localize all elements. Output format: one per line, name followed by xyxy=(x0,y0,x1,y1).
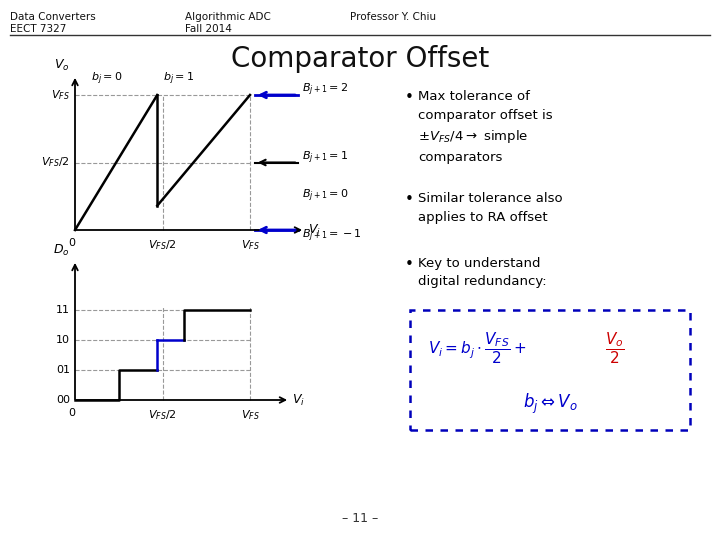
Text: $b_j \Leftrightarrow V_o$: $b_j \Leftrightarrow V_o$ xyxy=(523,392,577,416)
Text: $V_{FS}/2$: $V_{FS}/2$ xyxy=(41,156,70,170)
Text: $B_{j+1}=2$: $B_{j+1}=2$ xyxy=(302,82,348,98)
Text: Comparator Offset: Comparator Offset xyxy=(231,45,489,73)
Text: Professor Y. Chiu: Professor Y. Chiu xyxy=(350,12,436,22)
Text: •: • xyxy=(405,90,414,105)
Text: $V_i = b_j \cdot \dfrac{V_{FS}}{2} + $: $V_i = b_j \cdot \dfrac{V_{FS}}{2} + $ xyxy=(428,330,526,366)
Text: 0: 0 xyxy=(68,408,76,418)
Text: Algorithmic ADC
Fall 2014: Algorithmic ADC Fall 2014 xyxy=(185,12,271,33)
Text: $B_{j+1}=-1$: $B_{j+1}=-1$ xyxy=(302,228,362,244)
Text: $\dfrac{V_o}{2}$: $\dfrac{V_o}{2}$ xyxy=(605,330,624,366)
Text: $V_{FS}$: $V_{FS}$ xyxy=(240,408,259,422)
Text: 10: 10 xyxy=(56,335,70,345)
Text: $V_i$: $V_i$ xyxy=(292,393,305,408)
Text: Similar tolerance also
applies to RA offset: Similar tolerance also applies to RA off… xyxy=(418,192,562,224)
Text: 01: 01 xyxy=(56,365,70,375)
Text: 11: 11 xyxy=(56,305,70,315)
Text: •: • xyxy=(405,192,414,207)
Text: $V_{FS}$: $V_{FS}$ xyxy=(51,88,70,102)
Text: Max tolerance of
comparator offset is
$\pm V_{FS}/4 \rightarrow$ simple
comparat: Max tolerance of comparator offset is $\… xyxy=(418,90,553,164)
Text: $b_j=0$: $b_j=0$ xyxy=(91,71,122,87)
Text: Data Converters
EECT 7327: Data Converters EECT 7327 xyxy=(10,12,96,33)
Text: $V_{FS}$: $V_{FS}$ xyxy=(240,238,259,252)
Text: $V_{FS}/2$: $V_{FS}/2$ xyxy=(148,238,177,252)
Text: $V_i$: $V_i$ xyxy=(308,222,321,238)
Text: 00: 00 xyxy=(56,395,70,405)
Text: $V_{FS}/2$: $V_{FS}/2$ xyxy=(148,408,177,422)
Text: $D_o$: $D_o$ xyxy=(53,243,70,258)
Text: $V_o$: $V_o$ xyxy=(55,58,70,73)
Text: $b_j=1$: $b_j=1$ xyxy=(163,71,194,87)
Text: 0: 0 xyxy=(68,238,76,248)
Text: $B_{j+1}=0$: $B_{j+1}=0$ xyxy=(302,188,348,205)
Text: Key to understand
digital redundancy:: Key to understand digital redundancy: xyxy=(418,257,546,288)
FancyBboxPatch shape xyxy=(410,310,690,430)
Text: – 11 –: – 11 – xyxy=(342,512,378,525)
Text: •: • xyxy=(405,257,414,272)
Text: $B_{j+1}=1$: $B_{j+1}=1$ xyxy=(302,149,348,166)
